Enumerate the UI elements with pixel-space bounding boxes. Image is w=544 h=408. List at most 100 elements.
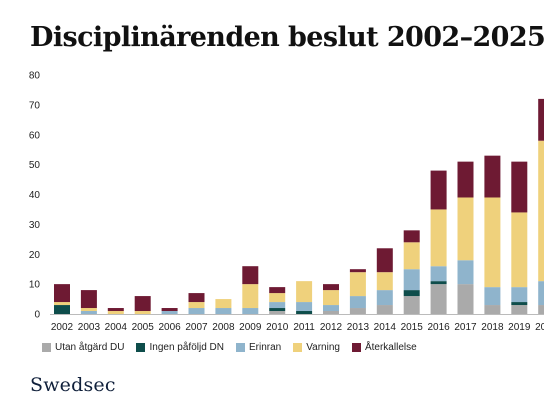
x-tick-label: 2009 [239, 322, 262, 333]
bar-segment-varning-2013 [349, 272, 366, 297]
bar-segment-erinran-2015 [403, 269, 420, 291]
bar-segment-varning-2014 [376, 272, 393, 291]
x-tick-label: 2012 [320, 322, 343, 333]
bar-segment-erinran-2013 [349, 296, 366, 309]
bar-segment-aterkallelse-2005 [134, 296, 151, 312]
x-tick-label: 2015 [401, 322, 424, 333]
bar-segment-utan_atgard-2018 [484, 305, 501, 314]
legend-swatch-ingen-pafoljd [136, 343, 146, 352]
bar-segment-erinran-2010 [269, 302, 286, 309]
legend-item-varning: Varning [293, 342, 340, 353]
x-tick-label: 2002 [51, 322, 74, 333]
bar-segment-varning-2016 [430, 209, 447, 267]
x-tick-label: 2014 [374, 322, 397, 333]
bar-segment-aterkallelse-2020 [538, 98, 544, 141]
x-tick-label: 2003 [78, 322, 101, 333]
bar-segment-utan_atgard-2015 [403, 296, 420, 314]
bar-segment-erinran-2014 [376, 290, 393, 306]
legend: Utan åtgärd DU Ingen påföljd DN Erinran … [42, 342, 417, 353]
x-tick-label: 2008 [212, 322, 235, 333]
x-tick-label: 2018 [481, 322, 504, 333]
legend-label-erinran: Erinran [248, 342, 282, 353]
y-tick-label: 80 [29, 71, 41, 82]
x-tick-label: 2020 [535, 322, 544, 333]
bar-segment-aterkallelse-2006 [161, 308, 178, 312]
bar-segment-erinran-2020 [538, 281, 544, 306]
legend-item-utan-atgard: Utan åtgärd DU [42, 342, 124, 353]
bar-segment-aterkallelse-2009 [242, 266, 259, 285]
bar-segment-varning-2004 [107, 311, 124, 314]
bar-segment-utan_atgard-2010 [269, 311, 286, 314]
y-tick-label: 40 [29, 190, 41, 201]
bar-segment-varning-2015 [403, 242, 420, 270]
x-tick-label: 2017 [454, 322, 477, 333]
legend-item-aterkallelse: Återkallelse [351, 342, 417, 353]
bar-segment-utan_atgard-2016 [430, 284, 447, 314]
bar-segment-varning-2002 [54, 302, 70, 306]
bar-segment-varning-2012 [323, 290, 339, 306]
x-tick-label: 2019 [508, 322, 531, 333]
legend-item-erinran: Erinran [235, 342, 282, 353]
y-tick-label: 30 [29, 220, 41, 231]
legend-swatch-aterkallelse [351, 343, 361, 352]
bar-segment-erinran-2003 [80, 311, 97, 314]
bar-segment-ingen_pafoljd-2019 [511, 302, 528, 306]
y-tick-label: 20 [29, 250, 41, 261]
bar-segment-aterkallelse-2013 [349, 269, 366, 273]
bar-segment-varning-2019 [511, 212, 528, 288]
bar-segment-erinran-2011 [296, 302, 313, 312]
bar-segment-aterkallelse-2004 [107, 308, 124, 312]
bar-segment-varning-2008 [215, 299, 232, 309]
y-tick-label: 0 [34, 310, 40, 321]
bar-segment-erinran-2009 [242, 308, 259, 314]
bar-segment-aterkallelse-2003 [80, 290, 97, 309]
y-tick-label: 10 [29, 280, 41, 291]
x-tick-label: 2013 [347, 322, 370, 333]
bar-segment-aterkallelse-2018 [484, 155, 501, 198]
bar-segment-ingen_pafoljd-2002 [54, 305, 70, 314]
bar-segment-erinran-2008 [215, 308, 232, 314]
legend-swatch-erinran [235, 343, 245, 352]
bar-segment-ingen_pafoljd-2015 [403, 290, 420, 297]
bar-segment-erinran-2019 [511, 287, 528, 303]
bar-segment-varning-2005 [134, 311, 151, 314]
bar-segment-utan_atgard-2017 [457, 284, 474, 314]
bar-segment-erinran-2016 [430, 266, 447, 282]
bar-segment-aterkallelse-2017 [457, 161, 474, 198]
bar-segment-aterkallelse-2015 [403, 230, 420, 243]
chart-title: Disciplinärenden beslut 2002–2025 [30, 22, 544, 53]
x-tick-label: 2010 [266, 322, 289, 333]
swedsec-logo: Swedsec [30, 374, 116, 396]
legend-label-ingen-pafoljd: Ingen påföljd DN [149, 342, 224, 353]
bar-segment-aterkallelse-2012 [323, 284, 339, 291]
legend-swatch-varning [293, 343, 303, 352]
bar-segment-erinran-2007 [188, 308, 205, 314]
bar-segment-erinran-2006 [161, 311, 178, 314]
bar-segment-erinran-2017 [457, 260, 474, 285]
y-tick-label: 70 [29, 100, 41, 111]
bar-segment-erinran-2018 [484, 287, 501, 306]
bar-segment-aterkallelse-2014 [376, 248, 393, 273]
bar-segment-aterkallelse-2007 [188, 293, 205, 303]
bar-segment-varning-2011 [296, 281, 313, 303]
y-tick-label: 50 [29, 160, 41, 171]
bar-segment-ingen_pafoljd-2011 [296, 311, 313, 314]
x-tick-label: 2011 [293, 322, 315, 333]
bar-segment-utan_atgard-2012 [323, 311, 339, 314]
legend-swatch-utan-atgard [42, 343, 51, 352]
y-tick-label: 60 [29, 130, 41, 141]
bar-segment-varning-2018 [484, 197, 501, 288]
bar-segment-utan_atgard-2014 [376, 305, 393, 314]
legend-item-ingen-pafoljd: Ingen påföljd DN [136, 342, 224, 353]
legend-label-varning: Varning [306, 342, 340, 353]
bar-segment-ingen_pafoljd-2016 [430, 281, 447, 285]
bar-segment-ingen_pafoljd-2010 [269, 308, 286, 312]
x-tick-label: 2016 [427, 322, 450, 333]
x-tick-label: 2007 [185, 322, 208, 333]
legend-label-aterkallelse: Återkallelse [364, 342, 417, 353]
bar-segment-varning-2017 [457, 197, 474, 261]
bar-segment-utan_atgard-2020 [538, 305, 544, 314]
bar-segment-varning-2020 [538, 140, 544, 282]
bar-segment-utan_atgard-2019 [511, 305, 528, 314]
